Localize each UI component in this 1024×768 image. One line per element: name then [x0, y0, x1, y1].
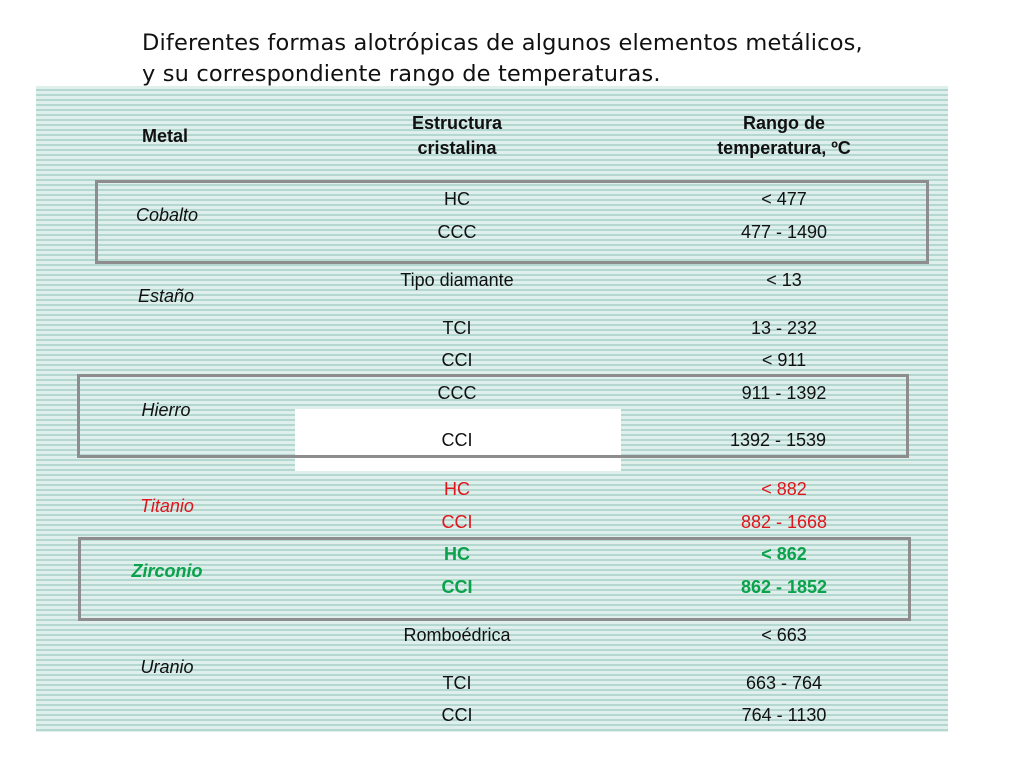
structure-cell: CCI [441, 350, 473, 370]
cobalto-highlight-box [95, 180, 929, 264]
metal-name: Titanio [140, 496, 194, 516]
structure-cell: CCI [441, 512, 473, 532]
hierro-highlight-box [77, 374, 909, 458]
structure-cell: CCC [437, 222, 477, 242]
title-line-2: y su correspondiente rango de temperatur… [142, 61, 661, 87]
page-title: Diferentes formas alotrópicas de algunos… [142, 28, 1002, 90]
zirconio-highlight-box [78, 537, 911, 621]
header-structure: Estructura cristalina [412, 111, 502, 161]
header-structure-line-2: cristalina [417, 138, 497, 158]
header-range: Rango de temperatura, ºC [717, 111, 851, 161]
structure-cell: TCI [442, 318, 472, 338]
header-range-line-1: Rango de [742, 113, 825, 133]
range-cell: 862 - 1852 [740, 577, 828, 597]
range-cell: < 882 [761, 479, 807, 499]
header-structure-line-1: Estructura [411, 113, 503, 133]
structure-cell: CCI [441, 577, 473, 597]
range-cell: < 663 [761, 625, 807, 645]
structure-cell: CCI [441, 430, 473, 450]
metal-name: Zirconio [131, 561, 203, 581]
range-cell: 477 - 1490 [740, 222, 828, 242]
structure-cell: Tipo diamante [400, 270, 514, 290]
structure-cell: Romboédrica [403, 625, 511, 645]
structure-cell: TCI [442, 673, 472, 693]
range-cell: 1392 - 1539 [729, 430, 827, 450]
range-cell: < 477 [761, 189, 807, 209]
range-cell: 911 - 1392 [741, 383, 827, 403]
range-cell: < 911 [761, 350, 807, 370]
structure-cell: HC [444, 544, 470, 564]
structure-cell: HC [444, 189, 470, 209]
range-cell: 764 - 1130 [741, 705, 827, 725]
range-cell: < 862 [761, 544, 807, 564]
header-metal: Metal [141, 126, 189, 146]
structure-cell: CCC [437, 383, 477, 403]
metal-name: Cobalto [135, 205, 199, 225]
title-line-1: Diferentes formas alotrópicas de algunos… [142, 30, 863, 56]
range-cell: 663 - 764 [745, 673, 823, 693]
white-patch [295, 409, 621, 471]
range-cell: 882 - 1668 [740, 512, 828, 532]
header-range-line-2: temperatura, ºC [717, 138, 851, 158]
range-cell: 13 - 232 [750, 318, 818, 338]
range-cell: < 13 [766, 270, 802, 290]
metal-name: Uranio [140, 657, 194, 677]
metal-name: Estaño [137, 286, 195, 306]
metal-name: Hierro [141, 400, 191, 420]
structure-cell: HC [444, 479, 470, 499]
structure-cell: CCI [441, 705, 473, 725]
